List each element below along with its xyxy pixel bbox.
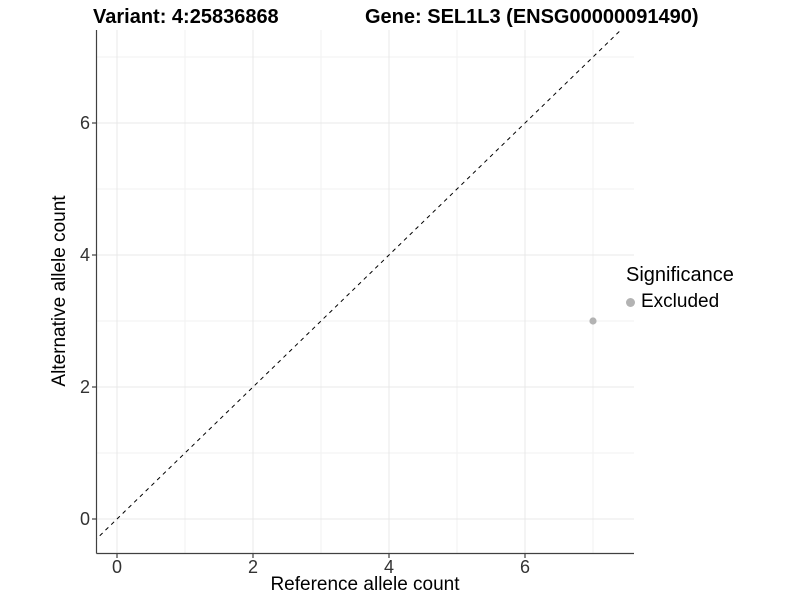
- panel-area: [97, 30, 634, 553]
- x-tick-label: 0: [111, 557, 123, 577]
- y-tick-label: 6: [79, 113, 90, 133]
- legend-entry-label: Excluded: [641, 291, 720, 312]
- y-tick-label: 2: [79, 377, 90, 397]
- x-axis-title: Reference allele count: [270, 574, 460, 595]
- data-point: [589, 317, 597, 325]
- x-tick-label: 6: [519, 557, 531, 577]
- x-tick-label: 2: [247, 557, 259, 577]
- x-tick-label: 4: [383, 557, 395, 577]
- y-tick-label: 4: [79, 245, 90, 265]
- plot-title-gene: Gene: SEL1L3 (ENSG00000091490): [365, 6, 699, 28]
- legend-title: Significance: [626, 264, 734, 286]
- legend-point-icon: [626, 297, 635, 307]
- y-axis-title: Alternative allele count: [49, 195, 70, 387]
- legend-entry-excluded: Excluded: [626, 291, 734, 313]
- plot-title-variant: Variant: 4:25836868: [93, 6, 279, 28]
- legend: Significance Excluded: [626, 264, 734, 313]
- y-tick-label: 0: [79, 509, 90, 529]
